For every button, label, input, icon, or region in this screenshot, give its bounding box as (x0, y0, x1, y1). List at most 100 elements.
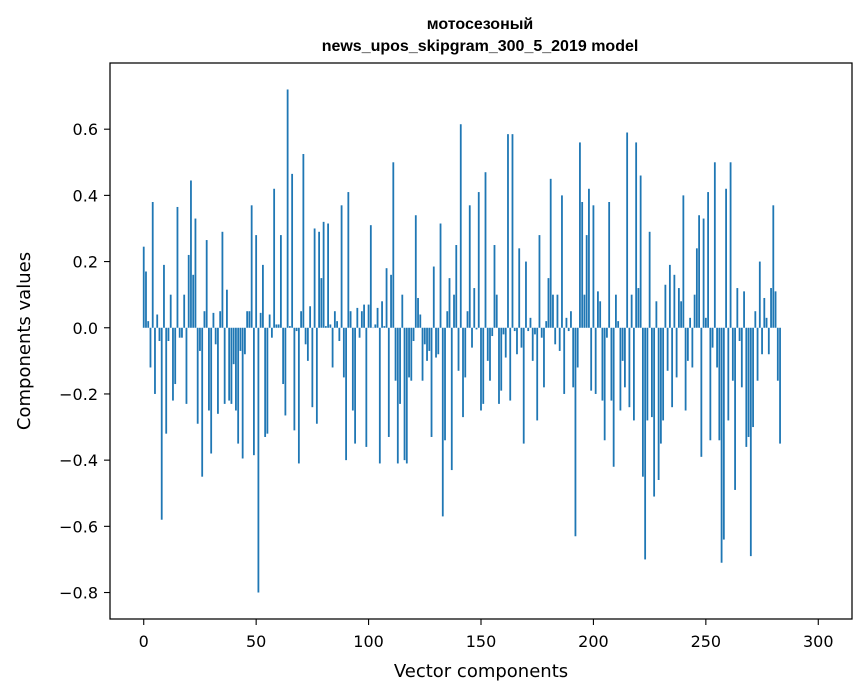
bar (183, 294, 186, 328)
bar (583, 294, 586, 328)
bar (300, 311, 303, 328)
bar (349, 311, 352, 328)
bar (601, 327, 604, 401)
bar (680, 301, 683, 328)
bar (549, 178, 552, 328)
bar (410, 327, 413, 381)
bar (740, 327, 743, 388)
bar (491, 327, 494, 337)
bar (471, 327, 473, 348)
bar (779, 327, 781, 444)
bar (450, 327, 453, 471)
bar (399, 327, 401, 404)
bar (558, 327, 561, 351)
bar (444, 327, 446, 441)
bar (232, 327, 235, 365)
bar (675, 327, 678, 378)
bar (641, 327, 644, 477)
bar (761, 327, 763, 355)
bar (219, 311, 222, 328)
bar (286, 89, 289, 328)
bar (385, 268, 388, 328)
bar (498, 327, 500, 404)
bar (376, 307, 379, 328)
bar (268, 314, 271, 328)
bar (383, 326, 386, 328)
bar (178, 327, 181, 338)
bar (547, 278, 550, 328)
chart-title: мотосезоный (427, 16, 533, 33)
x-tick-label: 150 (466, 632, 497, 651)
bar (630, 294, 633, 328)
bar (588, 188, 590, 328)
bar (163, 264, 165, 328)
bar (495, 294, 498, 328)
bar (165, 327, 168, 434)
bar (439, 223, 442, 328)
bar (369, 225, 372, 328)
y-axis-ticks: −0.8 −0.6 −0.4 −0.2 0.0 0.2 0.4 0.6 (59, 120, 110, 603)
bar (664, 284, 667, 328)
bar (192, 274, 195, 328)
bar (603, 327, 606, 441)
bar (160, 327, 163, 520)
bar (228, 327, 231, 401)
bar (570, 311, 572, 328)
bar (540, 327, 543, 338)
bar (520, 327, 523, 348)
bar (745, 327, 748, 447)
bar (765, 317, 768, 328)
bar (345, 327, 347, 461)
bar (151, 202, 154, 328)
bar (396, 327, 399, 464)
y-tick-label: 0.0 (73, 319, 98, 338)
bar (342, 327, 345, 378)
bar (367, 304, 370, 328)
bar (248, 311, 251, 328)
bar (509, 327, 512, 401)
bar (682, 195, 685, 328)
bar (315, 327, 318, 424)
bar (235, 327, 237, 411)
bar (365, 327, 368, 447)
bar (190, 180, 192, 328)
bar (462, 327, 464, 418)
bar (336, 321, 338, 328)
bar (511, 134, 514, 328)
bar (250, 205, 253, 328)
bar (174, 327, 177, 385)
bar (167, 327, 170, 341)
bar (673, 274, 676, 328)
bar (201, 327, 204, 477)
bars-group (142, 89, 781, 593)
bar (480, 327, 482, 411)
bar (426, 327, 428, 361)
bar (657, 327, 660, 480)
bar (277, 324, 280, 328)
bar (210, 327, 213, 454)
bar (327, 223, 329, 328)
bar (295, 327, 298, 332)
bar (650, 327, 653, 418)
bar (758, 261, 761, 328)
bar (615, 294, 617, 328)
bar (484, 172, 487, 328)
bar (702, 218, 705, 328)
y-tick-label: −0.2 (59, 385, 98, 404)
y-tick-label: 0.4 (73, 186, 98, 205)
bar (270, 327, 273, 338)
bar (324, 326, 327, 328)
x-tick-label: 200 (578, 632, 609, 651)
bar (356, 307, 359, 328)
bar (194, 218, 197, 328)
bar (671, 327, 674, 408)
bar (684, 327, 687, 411)
bar (457, 327, 460, 371)
bar (187, 254, 190, 328)
bar (430, 327, 433, 437)
bar (635, 142, 638, 328)
bar (772, 205, 775, 328)
bar (693, 294, 696, 328)
bar (747, 327, 750, 437)
bar (486, 327, 489, 361)
